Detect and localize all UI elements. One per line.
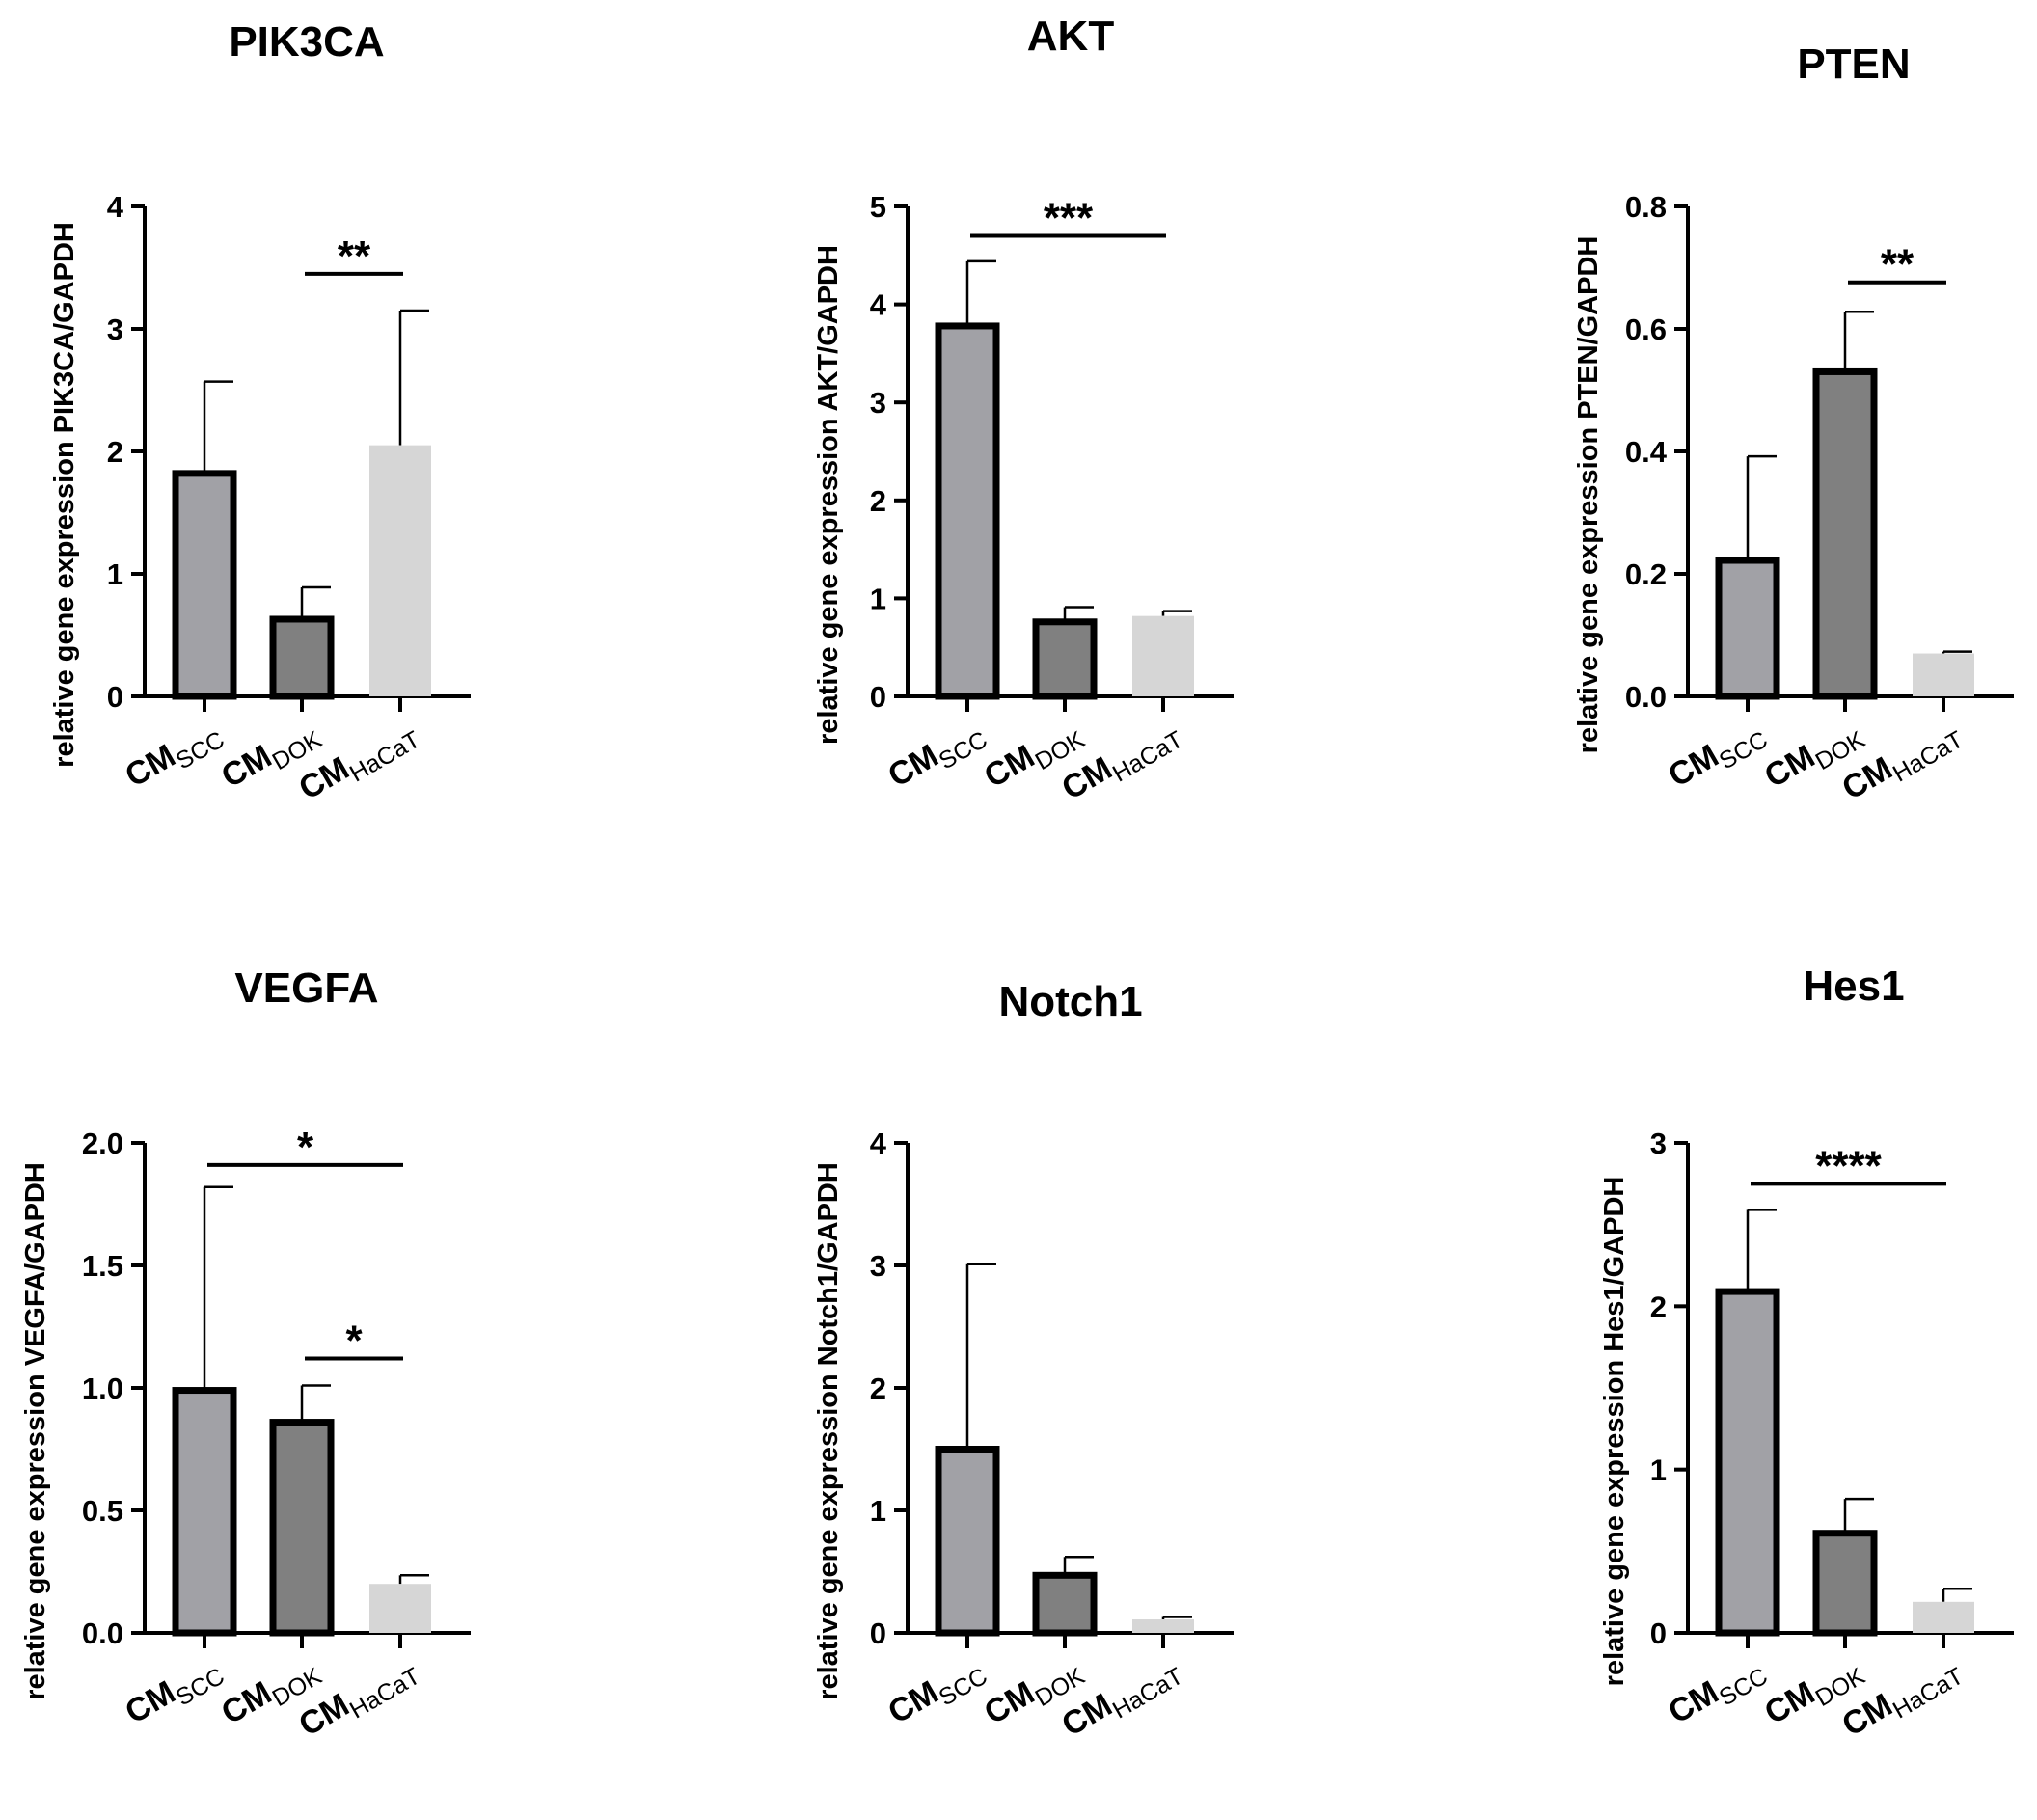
y-axis-label: relative gene expression Notch1/GAPDH (813, 1162, 844, 1700)
y-tick-label: 0.8 (1625, 190, 1667, 224)
y-tick-label: 3 (870, 386, 886, 420)
bar-cm-dok (269, 1419, 335, 1637)
bar-cm-dok (269, 615, 335, 700)
y-tick-label: 2 (1650, 1290, 1667, 1323)
chart-panel-vegfa: VEGFA relative gene expression VEGFA/GAPD… (20, 964, 471, 1744)
y-tick-label: 3 (107, 312, 123, 346)
x-tick-label-main: CM (1662, 1673, 1725, 1730)
significance-label: ** (338, 232, 371, 280)
bar-cm-hacat (1913, 1601, 1974, 1633)
bar-cm-hacat (1132, 615, 1194, 696)
y-tick-label: 1 (107, 557, 123, 591)
x-tick-label-main: CM (882, 737, 944, 794)
y-tick-label: 2 (107, 435, 123, 469)
y-tick-label: 0 (107, 680, 123, 714)
bar-cm-scc (1715, 1288, 1780, 1637)
bar-cm-hacat (1913, 653, 1974, 696)
y-tick-label: 4 (107, 190, 124, 224)
y-tick-label: 0.0 (1625, 680, 1667, 714)
x-tick-label: CMSCC (882, 1648, 991, 1737)
x-tick-label-main: CM (882, 1673, 944, 1730)
chart-panel-notch1: Notch1 relative gene expression Notch1/GA… (813, 978, 1234, 1744)
x-tick-label-sub: HaCaT (345, 1663, 425, 1725)
x-tick-label-main: CM (119, 1673, 181, 1730)
bar-cm-dok (1032, 1571, 1098, 1637)
bar-cm-hacat (369, 445, 431, 696)
y-tick-label: 0 (870, 1616, 886, 1650)
x-tick-label-sub: HaCaT (1888, 1663, 1969, 1725)
y-tick-label: 1.0 (82, 1372, 123, 1405)
chart-panel-pik3ca: PIK3CA relative gene expression PIK3CA/GA… (49, 18, 471, 807)
chart-panel-hes1: Hes1 relative gene expression Hes1/GAPDH 0… (1599, 963, 2014, 1744)
significance-label: * (297, 1124, 314, 1171)
x-tick-label: CMSCC (1662, 1648, 1772, 1737)
bar-cm-dok (1812, 1530, 1878, 1637)
x-tick-label: CMSCC (1662, 712, 1772, 801)
x-tick-label: CMSCC (119, 712, 229, 801)
x-tick-label-main: CM (119, 737, 181, 794)
y-tick-label: 5 (870, 190, 886, 224)
y-tick-label: 0.4 (1625, 435, 1668, 469)
y-tick-label: 0.6 (1625, 312, 1667, 346)
bar-cm-scc (172, 1387, 237, 1637)
y-tick-label: 0 (1650, 1616, 1667, 1650)
chart-panel-akt: AKT relative gene expression AKT/GAPDH 0 1 2… (813, 13, 1234, 807)
y-tick-label: 1 (870, 1494, 886, 1528)
x-tick-label-main: CM (1662, 737, 1725, 794)
chart-panel-pten: PTEN relative gene expression PTEN/GAPDH 0… (1573, 41, 2014, 807)
bar-cm-dok (1032, 618, 1098, 700)
significance-label: **** (1815, 1142, 1882, 1189)
x-tick-label: CMSCC (119, 1648, 229, 1737)
bar-cm-hacat (1132, 1619, 1194, 1633)
bar-cm-hacat (369, 1584, 431, 1633)
y-tick-label: 2.0 (82, 1127, 123, 1160)
y-tick-label: 2 (870, 484, 886, 518)
x-tick-label-sub: HaCaT (345, 726, 425, 788)
y-tick-label: 1.5 (82, 1249, 123, 1283)
bar-cm-scc (172, 470, 237, 700)
bar-cm-scc (935, 1446, 1000, 1637)
y-tick-label: 3 (870, 1249, 886, 1283)
significance-label: ** (1881, 241, 1915, 288)
y-axis-label: relative gene expression VEGFA/GAPDH (20, 1162, 51, 1700)
bar-cm-scc (935, 322, 1000, 700)
y-tick-label: 4 (870, 288, 887, 322)
chart-title: VEGFA (234, 964, 378, 1012)
x-tick-label: CMSCC (882, 712, 991, 801)
bar-cm-dok (1812, 367, 1878, 700)
chart-title: Notch1 (998, 978, 1142, 1025)
significance-label: *** (1044, 194, 1094, 241)
y-tick-label: 4 (870, 1127, 887, 1160)
y-tick-label: 1 (870, 582, 886, 615)
y-tick-label: 0.5 (82, 1494, 123, 1528)
y-tick-label: 3 (1650, 1127, 1667, 1160)
chart-title: PTEN (1797, 41, 1910, 88)
y-axis-label: relative gene expression Hes1/GAPDH (1599, 1177, 1630, 1687)
chart-title: PIK3CA (229, 18, 384, 66)
y-tick-label: 1 (1650, 1453, 1667, 1487)
x-tick-label-sub: HaCaT (1888, 726, 1969, 788)
y-tick-label: 0 (870, 680, 886, 714)
bar-cm-scc (1715, 557, 1780, 700)
chart-title: AKT (1027, 13, 1115, 60)
x-tick-label-sub: HaCaT (1108, 726, 1188, 788)
significance-label: * (345, 1317, 363, 1365)
y-tick-label: 2 (870, 1372, 886, 1405)
y-tick-label: 0.2 (1625, 557, 1667, 591)
y-axis-label: relative gene expression PIK3CA/GAPDH (49, 222, 80, 768)
y-axis-label: relative gene expression PTEN/GAPDH (1573, 236, 1604, 754)
x-tick-label-sub: HaCaT (1108, 1663, 1188, 1725)
y-axis-label: relative gene expression AKT/GAPDH (813, 245, 844, 745)
y-tick-label: 0.0 (82, 1616, 123, 1650)
chart-title: Hes1 (1803, 963, 1904, 1010)
